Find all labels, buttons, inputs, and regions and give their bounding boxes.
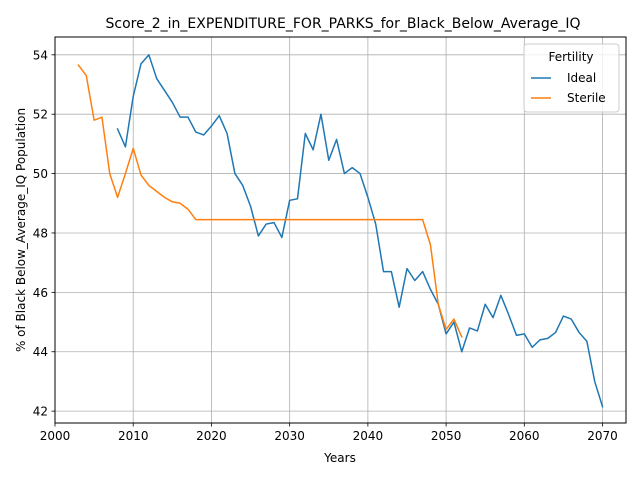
series-line-ideal [116, 54, 604, 408]
series-lines [77, 54, 604, 408]
x-tick-label: 2020 [196, 429, 227, 443]
legend-title: Fertility [548, 50, 593, 64]
axis-ticks: 2000 2010 2020 2030 2040 2050 2060 2070 42 44 46 48… [33, 48, 618, 443]
y-tick-label: 46 [33, 286, 48, 300]
x-tick-label: 2010 [118, 429, 149, 443]
x-tick-label: 2060 [509, 429, 540, 443]
y-tick-label: 54 [33, 48, 48, 62]
x-axis-label: Years [323, 451, 356, 465]
y-tick-label: 52 [33, 108, 48, 122]
y-tick-label: 50 [33, 167, 48, 181]
x-tick-label: 2000 [40, 429, 71, 443]
chart-title: Score_2_in_EXPENDITURE_FOR_PARKS_for_Bla… [106, 16, 581, 32]
plot-frame [54, 36, 627, 424]
y-tick-label: 48 [33, 226, 48, 240]
legend-label-sterile: Sterile [567, 91, 606, 105]
legend: Fertility Ideal Sterile [523, 43, 620, 113]
x-tick-label: 2070 [587, 429, 618, 443]
legend-box [523, 43, 620, 113]
y-tick-label: 44 [33, 345, 48, 359]
legend-label-ideal: Ideal [567, 71, 596, 85]
x-tick-label: 2050 [431, 429, 462, 443]
y-tick-label: 42 [33, 405, 48, 419]
x-tick-label: 2030 [274, 429, 305, 443]
series-line-sterile [77, 64, 463, 338]
x-tick-label: 2040 [353, 429, 384, 443]
y-axis-label: % of Black Below_Average_IQ Population [14, 108, 28, 352]
